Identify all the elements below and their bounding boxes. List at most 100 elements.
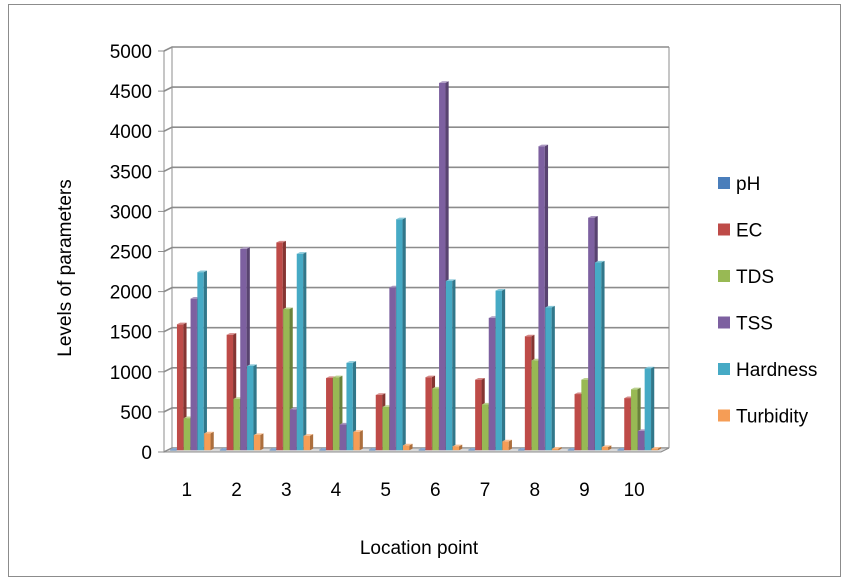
gridline [163,286,669,293]
bar-front [468,449,475,451]
bar-turbidity-1 [204,431,214,451]
bar-front [332,377,340,451]
bar-side [508,439,512,451]
bars [170,81,662,451]
bar-front [204,433,211,451]
bar-front [581,379,588,451]
legend-item-tds: TDS [718,267,774,288]
gridline [163,246,669,253]
bar-top [538,144,549,147]
bar-hardness-10 [644,366,655,451]
bar-top [204,431,214,434]
bar-turbidity-9 [601,445,612,451]
bar-front [269,449,276,451]
bar-front [481,404,489,451]
legend-label: TDS [736,267,774,288]
bar-side [452,279,456,451]
bar-side [551,305,555,451]
y-axis-title: Levels of parameters [55,179,76,356]
bar-turbidity-4 [353,430,363,451]
bar-front [319,449,326,451]
bar-front [617,449,624,451]
bar-side [651,366,655,451]
bar-hardness-8 [545,305,555,451]
bar-turbidity-6 [452,444,463,451]
bar-front [190,298,197,451]
bar-side [409,443,413,451]
legend-label: Hardness [736,360,817,381]
bar-front [445,280,453,451]
bar-top [375,393,386,395]
bar-side [558,446,562,451]
bar-front [339,424,347,451]
x-tick-labels: 1 2 3 4 5 6 7 8 9 10 [182,480,645,501]
bar-front [452,446,460,451]
bar-front [574,394,581,451]
x-tick-label: 7 [480,480,491,501]
bar-top [475,378,485,380]
legend-item-turbidity: Turbidity [718,407,809,428]
bar-front [651,448,658,451]
legend-swatch [718,409,730,422]
bar-hardness-9 [594,260,605,451]
bar-top [601,445,612,447]
x-tick-label: 3 [281,480,292,501]
x-tick-label: 9 [579,480,590,501]
bar-front [644,368,652,451]
x-tick-label: 5 [380,480,391,501]
bar-front [631,389,638,451]
x-tick-label: 10 [624,480,645,501]
y-tick-label: 3000 [110,202,152,223]
bar-front [432,388,439,451]
legend-label: Turbidity [736,407,809,428]
bar-front [183,418,191,451]
bar-side [501,289,506,451]
chart-svg: 0 500 1000 1500 2000 2500 3000 3500 4000 4500 5000… [55,42,817,559]
y-tick-label: 0 [141,443,152,464]
bar-top [631,387,641,390]
y-tick-label: 1000 [110,363,152,384]
bar-top [552,446,562,449]
x-tick-label: 4 [331,480,342,501]
bar-front [502,441,509,451]
bar-front [624,398,631,451]
bar-top [402,443,413,446]
bar-top [396,217,406,220]
bar-front [346,362,353,451]
bar-side [352,361,357,451]
bar-front [176,324,184,451]
bar-side [657,446,662,451]
bar-top [502,439,512,442]
bar-turbidity-8 [552,446,562,451]
bar-turbidity-3 [303,434,314,451]
bar-front [552,448,559,451]
bar-front [226,334,234,451]
bar-top [346,361,357,363]
bar-side [601,260,605,451]
bar-top [176,322,187,325]
bar-top [303,434,314,436]
bar-front [283,309,290,451]
bar-front [197,272,204,451]
y-tick-label: 2000 [110,283,152,304]
bar-side [608,445,612,451]
bar-top [276,240,286,243]
bar-front [326,378,333,451]
bar-front [531,360,539,451]
legend-item-ec: EC [718,221,762,242]
bar-front [233,398,240,451]
bar-side [359,430,363,451]
y-tick-label: 5000 [110,42,152,63]
bar-front [240,248,247,451]
x-tick-label: 1 [182,480,193,501]
bar-front [524,336,532,451]
bar-hardness-5 [396,217,406,451]
bar-top [594,260,605,263]
bar-front [219,449,227,451]
bar-front [289,409,297,451]
legend-item-hardness: Hardness [718,360,817,381]
bar-top [445,279,456,281]
y-tick-label: 4000 [110,122,152,143]
y-tick-label: 4500 [110,82,152,103]
legend-swatch [718,316,730,329]
